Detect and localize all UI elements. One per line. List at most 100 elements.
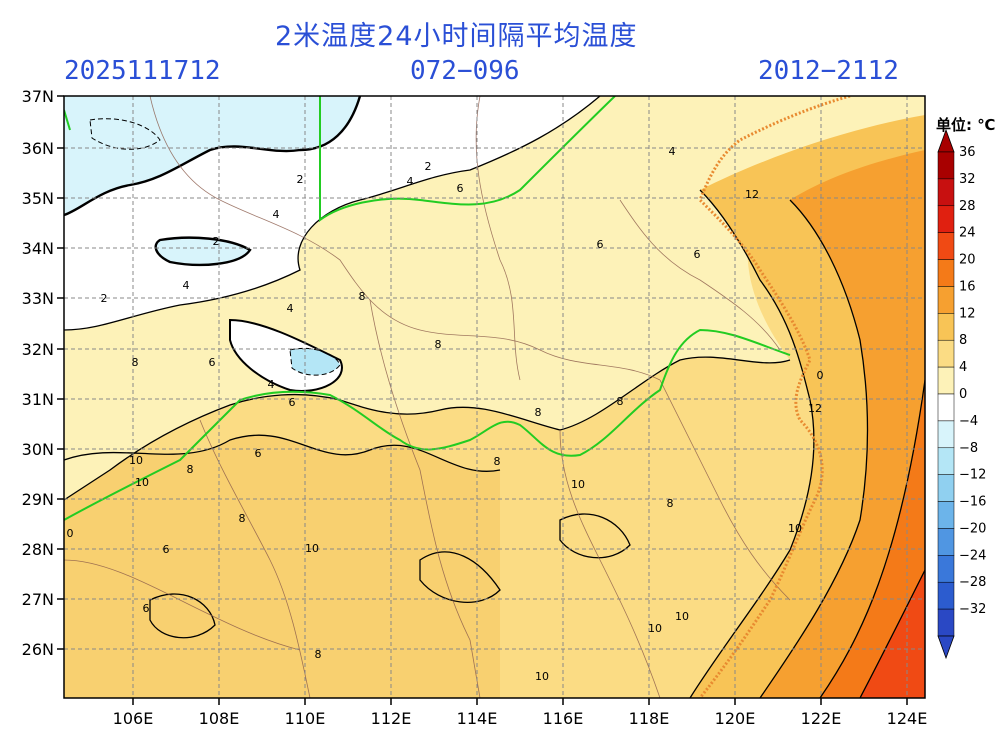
contour-label: 10: [305, 542, 319, 555]
contour-lines: [64, 96, 925, 698]
colorbar-swatch: [937, 151, 955, 180]
colorbar-level-label: 4: [959, 360, 967, 375]
contour-label: 10: [535, 670, 549, 683]
colorbar-swatch: [937, 286, 955, 314]
temp-band-below-0: [64, 96, 360, 215]
lon-tick-label: 122E: [801, 709, 842, 728]
colorbar-level-label: −32: [959, 602, 986, 617]
lat-tick-label: 26N: [22, 640, 54, 659]
colorbar-level-label: −20: [959, 521, 986, 536]
contour-label: 4: [407, 175, 414, 188]
lat-tick-label: 28N: [22, 540, 54, 559]
contour-label: 8: [315, 648, 322, 661]
colorbar-swatch: [937, 447, 955, 475]
map-frame: [63, 95, 926, 699]
contour-label: 10: [135, 476, 149, 489]
colorbar-level-label: −28: [959, 575, 986, 590]
colorbar-level-label: 20: [959, 253, 976, 268]
lat-tick-label: 32N: [22, 340, 54, 359]
contour-label: 10: [788, 522, 802, 535]
contour-label: 4: [669, 145, 676, 158]
lon-tick-label: 118E: [629, 709, 670, 728]
colorbar-swatch: [937, 528, 955, 556]
colorbar-swatch: [937, 581, 955, 610]
colorbar-bottom-arrow: [937, 635, 955, 660]
contour-label: 6: [457, 182, 464, 195]
run-time-label: 2025111712: [64, 56, 221, 86]
contour-label: 8: [239, 512, 246, 525]
contour-label: 0: [67, 527, 74, 540]
colorbar-level-label: −4: [959, 414, 978, 429]
temp-band-24-28: [860, 570, 925, 698]
forecast-range-label: 072−096: [410, 56, 520, 86]
contour-label: 10: [648, 622, 662, 635]
contour-label: 8: [359, 290, 366, 303]
contour-label: 8: [187, 463, 194, 476]
colorbar-level-label: −24: [959, 548, 986, 563]
contour-label: 2: [101, 292, 108, 305]
colorbar-swatch: [937, 205, 955, 233]
chart-title: 2米温度24小时间隔平均温度: [275, 21, 638, 52]
lat-tick-label: 29N: [22, 490, 54, 509]
map-field: 12 12 10 10 10 10 10 10 10 10 8 8 8 8 8 8 8 8 8 8 6 6 6 6 6 6 6 6 4 4…: [64, 96, 925, 698]
colorbar-swatch: [937, 232, 955, 260]
contour-label: 4: [268, 378, 275, 391]
colorbar-unit-label: 单位: ℃: [936, 116, 996, 134]
contour-labels: 12 12 10 10 10 10 10 10 10 10 8 8 8 8 8 8 8 8 8 8 6 6 6 6 6 6 6 6 4 4…: [67, 145, 824, 683]
contour-label: 4: [287, 302, 294, 315]
temp-band-16-20: [760, 150, 925, 698]
lon-tick-label: 114E: [457, 709, 498, 728]
contour-label: 2: [213, 235, 220, 248]
colorbar-level-label: 0: [959, 387, 967, 402]
contour-label: 8: [435, 338, 442, 351]
contour-label: 12: [808, 402, 822, 415]
temp-band-20-24: [820, 380, 925, 698]
colorbar-swatch: [937, 313, 955, 341]
colorbar-level-label: 32: [959, 172, 976, 187]
lat-tick-label: 31N: [22, 390, 54, 409]
colorbar-swatch: [937, 178, 955, 207]
contour-label: 6: [209, 356, 216, 369]
lon-tick-label: 108E: [199, 709, 240, 728]
colorbar-top-arrow: [937, 128, 955, 153]
lon-tick-label: 120E: [715, 709, 756, 728]
temp-band-below-0-pocket: [155, 237, 250, 265]
lat-tick-label: 37N: [22, 87, 54, 106]
coastline: [698, 96, 851, 698]
colorbar: 36 32 28 24 20 16 12 8 4 0 −4 −8 −12 −16 −20 −24 −28 −32: [937, 128, 986, 660]
latitude-axis: 37N 36N 35N 34N 33N 32N 31N 30N 29N 28N 27N 26N: [22, 87, 64, 659]
lat-tick-label: 36N: [22, 139, 54, 158]
longitude-axis: 106E 108E 110E 112E 114E 116E 118E 120E 122E 124E: [113, 698, 927, 728]
rivers: [64, 96, 791, 521]
lat-tick-label: 30N: [22, 440, 54, 459]
colorbar-level-label: 12: [959, 306, 976, 321]
lon-tick-label: 112E: [371, 709, 412, 728]
lon-tick-label: 116E: [543, 709, 584, 728]
colorbar-level-label: −12: [959, 468, 986, 483]
contour-label: 10: [129, 454, 143, 467]
colorbar-swatch: [937, 555, 955, 583]
colorbar-level-label: 16: [959, 279, 976, 294]
contour-label: 8: [535, 406, 542, 419]
temp-band-below-minus4-pocket: [290, 348, 340, 376]
lat-tick-label: 34N: [22, 239, 54, 258]
contour-label: 6: [597, 238, 604, 251]
temp-band-10-12: [64, 435, 500, 698]
contour-label: 4: [183, 279, 190, 292]
valid-range-label: 2012−2112: [758, 56, 899, 86]
lon-tick-label: 110E: [285, 709, 326, 728]
contour-label: 6: [143, 602, 150, 615]
contour-label: 8: [494, 455, 501, 468]
colorbar-swatch: [937, 393, 955, 422]
contour-label: 6: [255, 447, 262, 460]
colorbar-swatch: [937, 501, 955, 529]
lon-tick-label: 106E: [113, 709, 154, 728]
contour-label: 2: [297, 173, 304, 186]
contour-label: 0: [817, 369, 824, 382]
contour-label: 2: [425, 160, 432, 173]
colorbar-swatch: [937, 259, 955, 287]
colorbar-swatch: [937, 608, 955, 637]
contour-label: 4: [273, 208, 280, 221]
contour-label: 6: [694, 248, 701, 261]
colorbar-swatch: [937, 339, 955, 368]
